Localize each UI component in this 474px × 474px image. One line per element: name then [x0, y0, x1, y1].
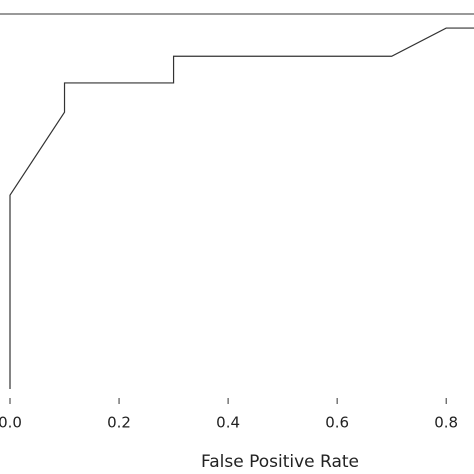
x-tick-label: 0.6 [325, 414, 349, 432]
x-tick-label: 0.2 [107, 414, 131, 432]
roc-curve [9, 27, 474, 389]
x-tick-label: 0.4 [216, 414, 240, 432]
x-tick-label: 0.8 [434, 414, 458, 432]
x-axis-label: False Positive Rate [201, 452, 359, 472]
x-tick-label: 0.0 [0, 414, 22, 432]
